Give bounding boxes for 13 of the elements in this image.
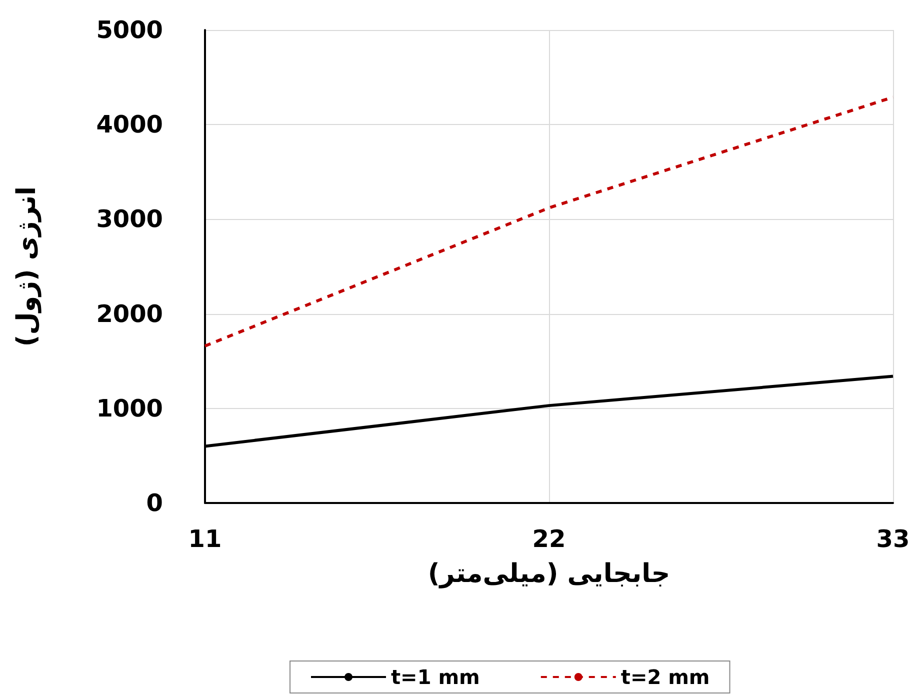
y-tick-label: 3000 (96, 205, 163, 234)
x-tick-label: 11 (188, 525, 222, 553)
y-tick-label: 2000 (96, 300, 163, 328)
y-tick-label: 0 (146, 489, 163, 517)
x-tick-label: 33 (876, 525, 910, 553)
y-axis-title: انرژی (ژول) (12, 186, 42, 347)
y-tick-label: 1000 (96, 394, 163, 422)
x-axis-title: جابجایی (میلی‌متر) (428, 559, 670, 589)
y-tick-label: 4000 (96, 110, 163, 139)
y-tick-label: 5000 (96, 16, 163, 44)
legend-label: t=1 mm (391, 665, 480, 689)
legend-label: t=2 mm (620, 665, 710, 689)
x-tick-label: 22 (532, 525, 566, 553)
